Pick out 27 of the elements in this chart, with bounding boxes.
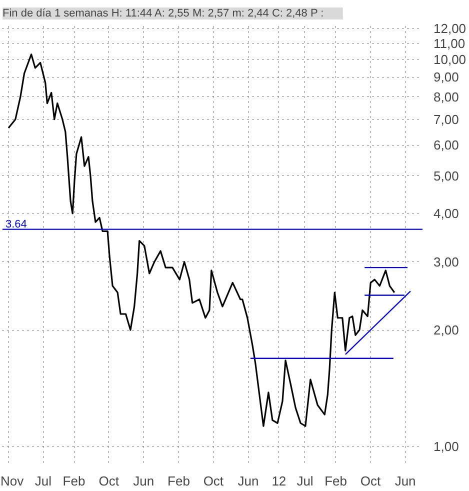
x-tick-label: Jul: [34, 474, 52, 488]
y-tick-label: 3,00: [434, 254, 459, 270]
y-tick-label: 10,00: [434, 52, 466, 67]
y-tick-label: 1,00: [434, 439, 459, 454]
x-tick-label: Jun: [238, 474, 259, 488]
ref-line-label: 3.64: [6, 218, 27, 230]
y-tick-label: 11,00: [434, 36, 466, 51]
y-tick-label: 6,00: [434, 138, 459, 153]
y-tick-label: 4,00: [434, 206, 459, 221]
y-tick-label: 12,00: [434, 21, 466, 36]
x-tick-label: Feb: [62, 474, 86, 488]
x-tick-label: 12: [272, 474, 286, 488]
y-tick-label: 8,00: [434, 89, 459, 104]
y-tick-label: 5,00: [434, 168, 459, 184]
x-tick-label: Nov: [0, 474, 24, 488]
y-tick-label: 9,00: [434, 70, 459, 85]
x-tick-label: Feb: [168, 474, 190, 488]
y-tick-label: 7,00: [434, 112, 459, 127]
chart-title: Fin de día 1 semanas H: 11:44 A: 2,55 M: 2,57 m: 2,44 C: 2,48 P :: [2, 8, 324, 20]
x-tick-label: Oct: [203, 474, 224, 488]
x-tick-label: Feb: [324, 474, 348, 488]
y-tick-label: 2,00: [434, 322, 459, 338]
x-tick-label: Oct: [98, 474, 120, 488]
x-tick-label: Jun: [133, 474, 154, 488]
x-tick-label: Jul: [296, 474, 314, 488]
x-tick-label: Oct: [360, 474, 381, 488]
x-tick-label: Jun: [394, 474, 416, 488]
